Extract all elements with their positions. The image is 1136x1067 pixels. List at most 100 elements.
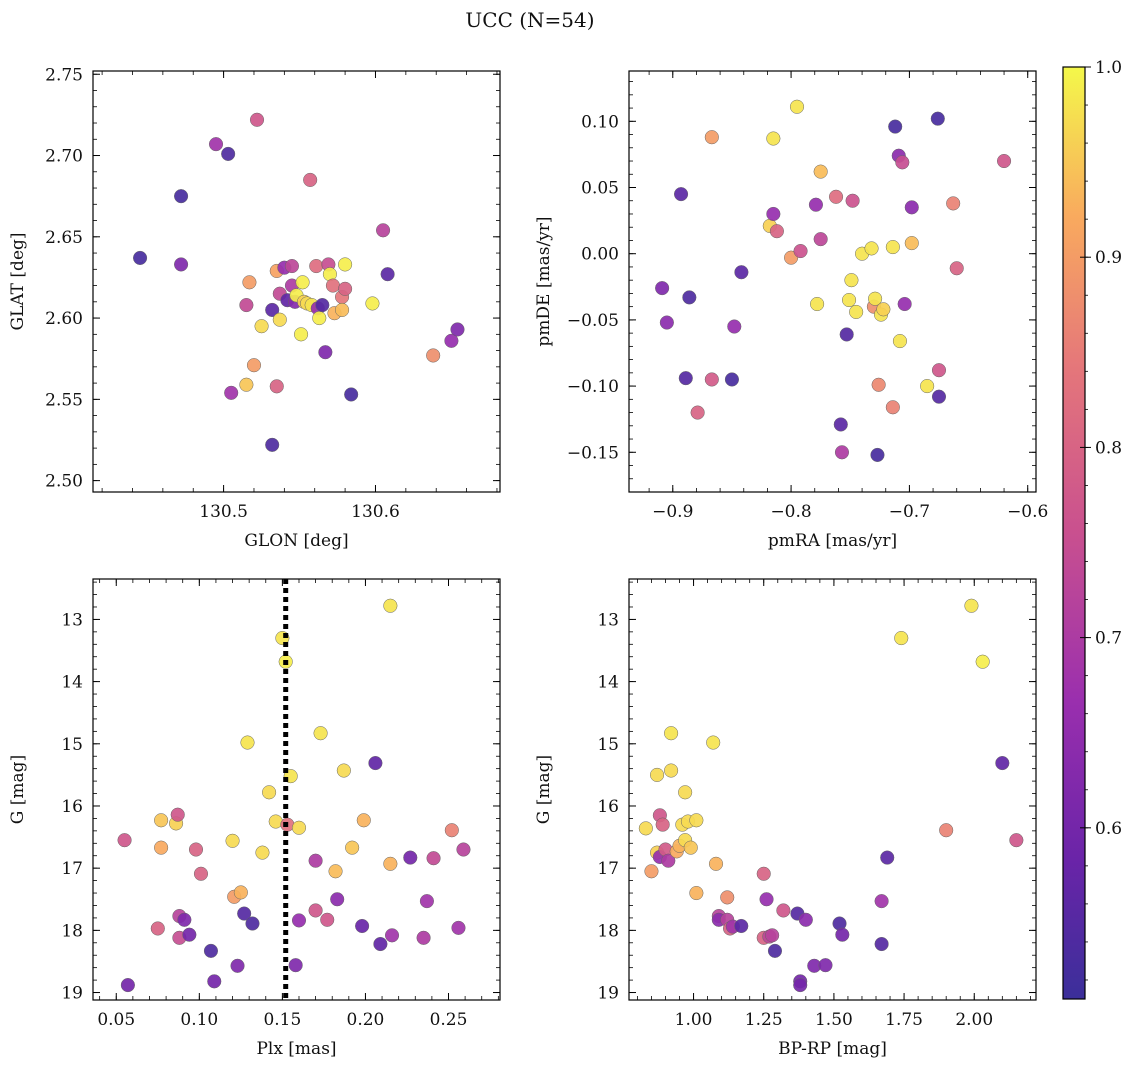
scatter-point	[870, 447, 885, 462]
scatter-point	[246, 358, 262, 373]
scatter-point	[318, 345, 333, 360]
scatter-point	[904, 200, 919, 215]
scatter-point	[897, 296, 912, 312]
x-tick-label: 2.00	[955, 1010, 993, 1030]
scatter-point	[345, 840, 360, 855]
scatter-point	[224, 385, 239, 400]
scatter-point	[383, 598, 398, 613]
scatter-point	[356, 813, 371, 828]
y-axis-label: G [mag]	[534, 755, 554, 824]
scatter-point	[808, 197, 823, 212]
scatter-point	[380, 267, 395, 282]
scatter-point	[880, 850, 895, 865]
scatter-point	[188, 842, 204, 857]
scatter-point	[769, 224, 784, 239]
x-tick-label: 0.15	[263, 1010, 301, 1030]
scatter-point	[682, 290, 697, 305]
colorbar-tick-label: 0.6	[1095, 819, 1122, 839]
scatter-point	[312, 311, 327, 326]
scatter-point	[874, 936, 889, 952]
scatter-point	[308, 853, 323, 868]
scatter-point	[776, 903, 791, 918]
scatter-point	[268, 814, 283, 829]
scatter-point	[975, 654, 990, 669]
scatter-point	[239, 377, 254, 392]
scatter-point	[895, 155, 910, 170]
x-tick-label: −0.8	[770, 502, 811, 522]
scatter-point	[930, 111, 945, 126]
y-tick-label: −0.15	[567, 443, 619, 463]
y-tick-label: −0.10	[567, 377, 619, 397]
scatter-point	[309, 259, 324, 274]
scatter-point	[727, 319, 742, 334]
y-tick-label: 2.50	[45, 472, 83, 492]
scatter-point	[868, 291, 883, 306]
y-tick-label: 15	[61, 735, 83, 755]
scatter-point	[842, 292, 857, 308]
scatter-point	[828, 189, 844, 204]
scatter-point	[320, 912, 335, 927]
scatter-point	[949, 261, 964, 276]
scatter-point	[330, 892, 345, 907]
scatter-point	[834, 445, 850, 460]
scatter-point	[931, 363, 947, 378]
scatter-point	[133, 250, 148, 265]
scatter-point	[904, 236, 919, 251]
colorbar: 0.6 0.7 0.8 0.9 1.0	[1062, 58, 1122, 1000]
scatter-point	[644, 864, 659, 879]
scatter-point	[403, 850, 418, 865]
scatter-point	[833, 417, 848, 432]
scatter-point	[207, 974, 222, 989]
scatter-point	[1009, 833, 1024, 848]
scatter-point	[759, 892, 774, 907]
scatter-point	[813, 232, 828, 247]
scatter-point	[450, 322, 465, 337]
scatter-point	[720, 890, 735, 905]
scatter-point	[813, 164, 828, 179]
panel-plx-g: 0.05 0.10 0.15 0.20 0.25 13 14 15 16 17 18 19 Plx [m…	[8, 578, 501, 1059]
x-tick-label: 0.10	[180, 1010, 218, 1030]
x-tick-label: 1.50	[815, 1010, 853, 1030]
scatter-point	[844, 273, 859, 288]
y-tick-label: 17	[61, 859, 83, 879]
scatter-point	[734, 918, 749, 934]
y-tick-label: 2.55	[45, 390, 83, 410]
x-tick-label: −0.7	[889, 502, 930, 522]
scatter-point	[365, 296, 380, 311]
scatter-point	[237, 906, 252, 921]
scatter-point	[338, 281, 353, 296]
y-tick-label: 16	[597, 797, 619, 817]
scatter-point	[208, 137, 224, 152]
scatter-point	[766, 131, 781, 146]
scatter-point	[706, 735, 721, 750]
panel-glon-glat: 130.5 130.6 2.50 2.55 2.60 2.65 2.70 2.75 GLON […	[8, 65, 501, 551]
scatter-point	[230, 958, 245, 973]
scatter-point	[254, 319, 269, 334]
scatter-point	[690, 405, 705, 420]
scatter-point	[734, 265, 749, 280]
scatter-point	[864, 241, 879, 256]
axes-frame	[628, 70, 1037, 493]
scatter-point	[845, 193, 860, 208]
scatter-point	[315, 298, 330, 313]
scatter-point	[793, 978, 808, 993]
scatter-point	[265, 437, 280, 452]
x-tick-label: −0.9	[652, 502, 693, 522]
y-tick-label: 2.65	[45, 228, 83, 248]
scatter-point	[995, 756, 1010, 771]
scatter-point	[262, 785, 277, 800]
scatter-point	[328, 864, 343, 879]
scatter-point	[724, 372, 739, 387]
x-tick-label: 0.20	[347, 1010, 385, 1030]
y-tick-label: 0.10	[581, 112, 619, 132]
y-tick-label: 14	[61, 673, 83, 693]
scatter-point	[689, 885, 704, 901]
scatter-point	[284, 259, 299, 274]
y-tick-label: 0.00	[581, 245, 619, 265]
scatter-point	[255, 845, 270, 860]
scatter-point	[174, 189, 189, 204]
scatter-point	[650, 767, 665, 782]
axes-frame	[628, 578, 1037, 1001]
x-tick-label: 1.75	[885, 1010, 923, 1030]
y-tick-label: 19	[61, 984, 83, 1004]
